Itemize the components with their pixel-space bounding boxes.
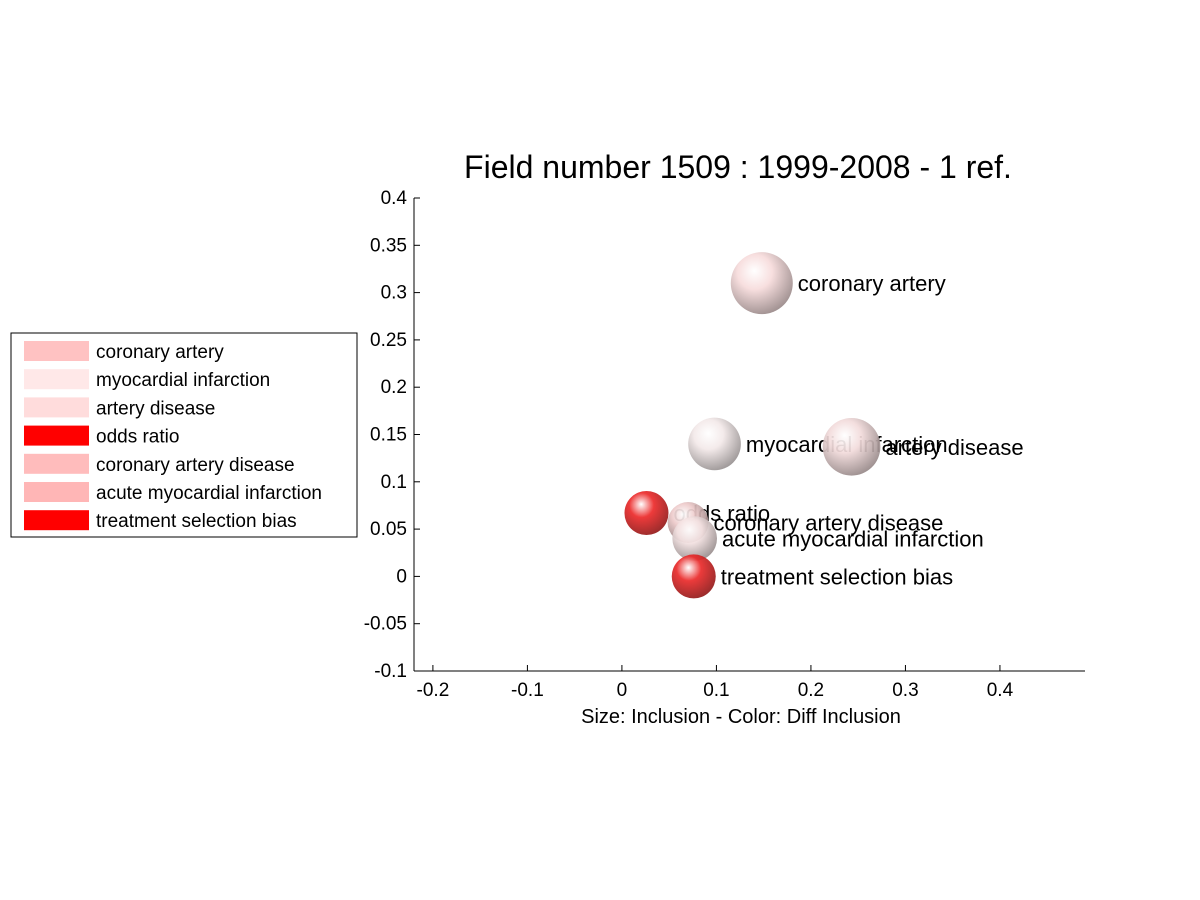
legend-label: coronary artery disease	[96, 455, 295, 476]
point-label: acute myocardial infarction	[722, 527, 984, 552]
y-tick-label: 0.3	[381, 283, 407, 304]
y-tick-label: 0.05	[370, 519, 407, 540]
x-tick-label: -0.1	[511, 680, 544, 701]
y-tick-label: 0	[396, 566, 407, 587]
legend-label: coronary artery	[96, 342, 224, 363]
point-marker	[624, 491, 669, 536]
point-marker	[822, 417, 881, 476]
legend-swatch	[24, 425, 89, 446]
legend-swatch	[24, 482, 89, 502]
point-label: coronary artery disease	[714, 510, 944, 535]
legend-label: odds ratio	[96, 427, 179, 448]
point-marker	[671, 554, 716, 599]
x-tick-label: 0	[617, 680, 628, 701]
point-label: coronary artery	[798, 271, 946, 296]
y-tick-label: -0.05	[364, 614, 407, 635]
y-tick-label: 0.15	[370, 425, 407, 446]
y-tick-label: 0.1	[381, 472, 407, 493]
y-tick-label: 0.35	[370, 235, 407, 256]
point-marker	[730, 252, 793, 315]
x-tick-label: 0.2	[798, 680, 824, 701]
point-marker	[688, 417, 741, 471]
y-tick-label: 0.2	[381, 377, 407, 398]
legend-label: artery disease	[96, 398, 215, 419]
legend-swatch	[24, 341, 89, 361]
legend-swatch	[24, 369, 89, 390]
point-label: treatment selection bias	[721, 564, 953, 589]
legend-swatch	[24, 397, 89, 418]
y-tick-label: -0.1	[374, 661, 407, 682]
legend-label: treatment selection bias	[96, 511, 297, 532]
axes: -0.1 -0.05 0 0.05 0.1 0.15 0.2 0.25 0.3 0.35 0.4 -0…	[364, 188, 1085, 701]
point-label: artery disease	[885, 435, 1023, 460]
x-tick-label: 0.1	[703, 680, 729, 701]
chart-title: Field number 1509 : 1999-2008 - 1 ref.	[464, 149, 1012, 185]
legend-swatch	[24, 510, 89, 531]
x-tick-label: 0.3	[892, 680, 918, 701]
x-tick-label: -0.2	[417, 680, 450, 701]
legend-swatch	[24, 453, 89, 474]
legend-label: myocardial infarction	[96, 370, 270, 391]
point-marker	[672, 516, 718, 561]
legend-label: acute myocardial infarction	[96, 483, 322, 504]
x-tick-label: 0.4	[987, 680, 1014, 701]
y-tick-label: 0.4	[381, 188, 408, 209]
legend: coronary artery myocardial infarction arte…	[10, 332, 358, 538]
x-axis-label: Size: Inclusion - Color: Diff Inclusion	[581, 706, 901, 728]
y-tick-label: 0.25	[370, 330, 407, 351]
